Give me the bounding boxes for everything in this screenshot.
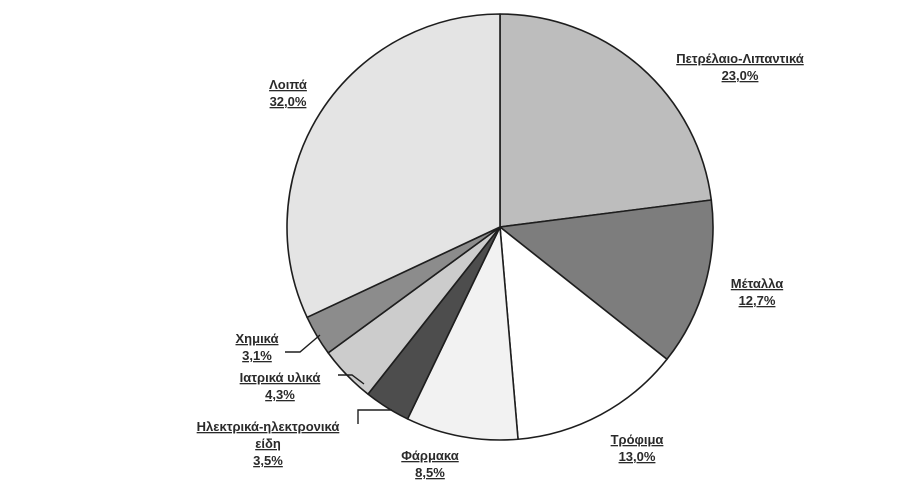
slice-value-label: 32,0% xyxy=(270,94,307,109)
slice-label-3: Τρόφιμα 13,0% xyxy=(611,432,664,464)
slice-category-label: Φάρμακα xyxy=(401,448,458,463)
slice-label-8: Λοιπά 32,0% xyxy=(269,77,307,109)
leader-lines xyxy=(285,334,392,424)
slice-value-label: 3,1% xyxy=(242,348,272,363)
leader-line-7 xyxy=(285,334,321,353)
slice-category-label: Ιατρικά υλικά xyxy=(240,370,321,385)
slice-label-1: Πετρέλαιο-Λιπαντικά 23,0% xyxy=(676,51,804,83)
pie-slice-3 xyxy=(499,226,668,441)
slice-value-label: 4,3% xyxy=(265,387,295,402)
slice-label-5: Ηλεκτρικά-ηλεκτρονικά είδη 3,5% xyxy=(197,419,340,468)
leader-line-5 xyxy=(357,409,392,424)
leader-line-6 xyxy=(338,374,365,385)
slice-value-label: 8,5% xyxy=(415,465,445,480)
slice-label-6: Ιατρικά υλικά 4,3% xyxy=(240,370,321,402)
slice-labels: Πετρέλαιο-Λιπαντικά 23,0% Μέταλλα 12,7% Τρόφ… xyxy=(197,51,804,480)
slice-label-4: Φάρμακα 8,5% xyxy=(401,448,458,480)
slice-category-label: Λοιπά xyxy=(269,77,307,92)
slice-label-7: Χημικά 3,1% xyxy=(236,331,279,363)
slice-category-label: Τρόφιμα xyxy=(611,432,664,447)
slice-category-label: Πετρέλαιο-Λιπαντικά xyxy=(676,51,804,66)
slice-value-label: 13,0% xyxy=(619,449,656,464)
pie-slices xyxy=(286,13,714,441)
pie-slice-4 xyxy=(406,226,519,441)
slice-value-label: 12,7% xyxy=(739,293,776,308)
slice-value-label: 23,0% xyxy=(722,68,759,83)
slice-value-label: 3,5% xyxy=(253,453,283,468)
pie-slice-2 xyxy=(499,199,714,361)
pie-slice-8 xyxy=(286,13,501,319)
slice-category-label: Χημικά xyxy=(236,331,279,346)
slice-label-2: Μέταλλα 12,7% xyxy=(731,276,783,308)
slice-category-label: είδη xyxy=(255,436,281,451)
pie-slice-1 xyxy=(499,13,713,228)
slice-category-label: Μέταλλα xyxy=(731,276,783,291)
slice-category-label: Ηλεκτρικά-ηλεκτρονικά xyxy=(197,419,340,434)
